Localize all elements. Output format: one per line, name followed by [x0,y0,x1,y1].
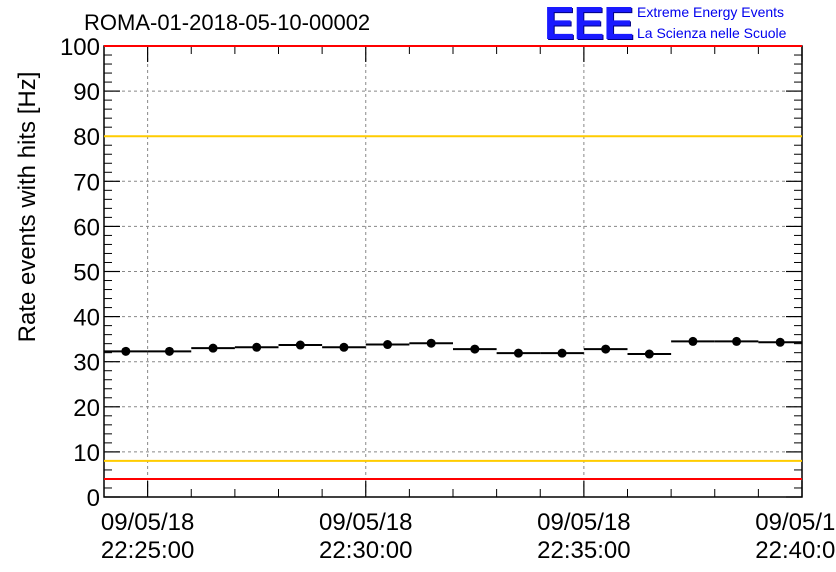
data-point [208,343,218,353]
run-title: ROMA-01-2018-05-10-00002 [84,10,371,35]
data-point [470,344,480,354]
data-point [775,337,785,347]
x-tick-date: 09/05/18 [537,509,630,536]
data-point [513,348,523,358]
data-point [295,340,305,350]
y-tick-label: 50 [73,260,100,287]
data-point [688,336,698,346]
data-point [252,342,262,352]
y-tick-label: 90 [73,79,100,106]
data-point [121,346,131,356]
data-point [339,342,349,352]
y-tick-label: 100 [60,34,100,61]
y-tick-label: 80 [73,124,100,151]
y-tick-label: 0 [87,485,100,512]
logo-tagline-line2: La Scienza nelle Scuole [637,25,787,41]
y-tick-label: 20 [73,395,100,422]
data-point [557,348,567,358]
data-point [601,344,611,354]
x-tick-date: 09/05/18 [101,509,194,536]
x-tick-time: 22:30:00 [319,537,412,564]
x-tick-date: 09/05/18 [755,509,836,536]
x-tick-time: 22:25:00 [101,537,194,564]
data-point [644,349,654,359]
x-tick-date: 09/05/18 [319,509,412,536]
data-point [426,338,436,348]
y-tick-label: 60 [73,214,100,241]
y-axis-label: Rate events with hits [Hz] [14,71,41,343]
eee-logo: EEE [544,0,634,49]
data-point [732,336,742,346]
data-point [383,340,393,350]
y-tick-label: 70 [73,169,100,196]
x-tick-time: 22:40:00 [755,537,836,564]
data-point [164,346,174,356]
y-tick-label: 40 [73,305,100,332]
logo-tagline-line1: Extreme Energy Events [637,4,785,20]
x-tick-time: 22:35:00 [537,537,630,564]
y-tick-label: 30 [73,350,100,377]
y-tick-label: 10 [73,440,100,467]
